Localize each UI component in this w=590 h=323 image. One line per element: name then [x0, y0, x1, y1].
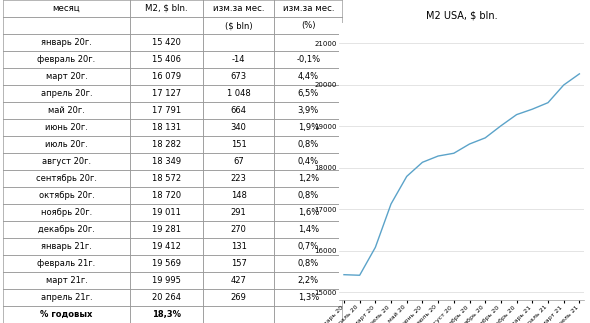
- Text: 223: 223: [231, 174, 247, 183]
- Text: месяц: месяц: [53, 4, 80, 13]
- Text: 1,9%: 1,9%: [298, 123, 319, 132]
- Text: 1,2%: 1,2%: [298, 174, 319, 183]
- Text: март 21г.: март 21г.: [45, 276, 87, 285]
- Text: 18,3%: 18,3%: [152, 310, 181, 319]
- Text: 18 131: 18 131: [152, 123, 181, 132]
- Text: март 20г.: март 20г.: [45, 72, 87, 81]
- Text: 157: 157: [231, 259, 247, 268]
- Text: изм.за мес.: изм.за мес.: [213, 4, 264, 13]
- Text: 269: 269: [231, 293, 247, 302]
- Text: 3,9%: 3,9%: [297, 106, 319, 115]
- Text: январь 20г.: январь 20г.: [41, 38, 92, 47]
- Text: 15 406: 15 406: [152, 55, 181, 64]
- Text: октябрь 20г.: октябрь 20г.: [38, 191, 94, 200]
- Text: 1,4%: 1,4%: [298, 225, 319, 234]
- Text: 0,7%: 0,7%: [297, 242, 319, 251]
- Text: 0,8%: 0,8%: [297, 140, 319, 149]
- Text: 0,8%: 0,8%: [297, 259, 319, 268]
- Text: 0,4%: 0,4%: [298, 157, 319, 166]
- Text: изм.за мес.: изм.за мес.: [283, 4, 334, 13]
- Text: июль 20г.: июль 20г.: [45, 140, 88, 149]
- Text: апрель 21г.: апрель 21г.: [41, 293, 93, 302]
- Text: февраль 20г.: февраль 20г.: [37, 55, 96, 64]
- Text: 20 264: 20 264: [152, 293, 181, 302]
- Text: 1 048: 1 048: [227, 89, 251, 98]
- Text: ноябрь 20г.: ноябрь 20г.: [41, 208, 92, 217]
- Text: 19 281: 19 281: [152, 225, 181, 234]
- Text: 270: 270: [231, 225, 247, 234]
- Text: январь 21г.: январь 21г.: [41, 242, 92, 251]
- Text: M2, $ bln.: M2, $ bln.: [145, 4, 188, 13]
- Text: апрель 20г.: апрель 20г.: [41, 89, 93, 98]
- Text: февраль 21г.: февраль 21г.: [37, 259, 96, 268]
- Text: % годовых: % годовых: [40, 310, 93, 319]
- Text: 2,2%: 2,2%: [298, 276, 319, 285]
- Text: сентябрь 20г.: сентябрь 20г.: [36, 174, 97, 183]
- Text: 17 127: 17 127: [152, 89, 181, 98]
- Text: 427: 427: [231, 276, 247, 285]
- Text: 0,8%: 0,8%: [297, 191, 319, 200]
- Text: 18 282: 18 282: [152, 140, 181, 149]
- Text: 4,4%: 4,4%: [298, 72, 319, 81]
- Text: 673: 673: [231, 72, 247, 81]
- Text: -14: -14: [232, 55, 245, 64]
- Text: 19 412: 19 412: [152, 242, 181, 251]
- Text: май 20г.: май 20г.: [48, 106, 85, 115]
- Text: 131: 131: [231, 242, 247, 251]
- Text: 18 720: 18 720: [152, 191, 181, 200]
- Text: (%): (%): [301, 21, 316, 30]
- Text: 148: 148: [231, 191, 247, 200]
- Text: 16 079: 16 079: [152, 72, 181, 81]
- Text: ($ bln): ($ bln): [225, 21, 253, 30]
- Text: июнь 20г.: июнь 20г.: [45, 123, 88, 132]
- Text: 67: 67: [234, 157, 244, 166]
- Text: декабрь 20г.: декабрь 20г.: [38, 225, 95, 234]
- Text: 19 011: 19 011: [152, 208, 181, 217]
- Text: 19 995: 19 995: [152, 276, 181, 285]
- Text: 17 791: 17 791: [152, 106, 181, 115]
- Text: 1,3%: 1,3%: [297, 293, 319, 302]
- Text: 18 349: 18 349: [152, 157, 181, 166]
- Text: август 20г.: август 20г.: [42, 157, 91, 166]
- Text: 18 572: 18 572: [152, 174, 181, 183]
- Text: 151: 151: [231, 140, 247, 149]
- Text: 6,5%: 6,5%: [297, 89, 319, 98]
- Title: M2 USA, $ bln.: M2 USA, $ bln.: [426, 10, 497, 20]
- Text: -0,1%: -0,1%: [296, 55, 320, 64]
- Text: 291: 291: [231, 208, 247, 217]
- Text: 19 569: 19 569: [152, 259, 181, 268]
- Text: 340: 340: [231, 123, 247, 132]
- Text: 664: 664: [231, 106, 247, 115]
- Text: 1,6%: 1,6%: [297, 208, 319, 217]
- Text: 15 420: 15 420: [152, 38, 181, 47]
